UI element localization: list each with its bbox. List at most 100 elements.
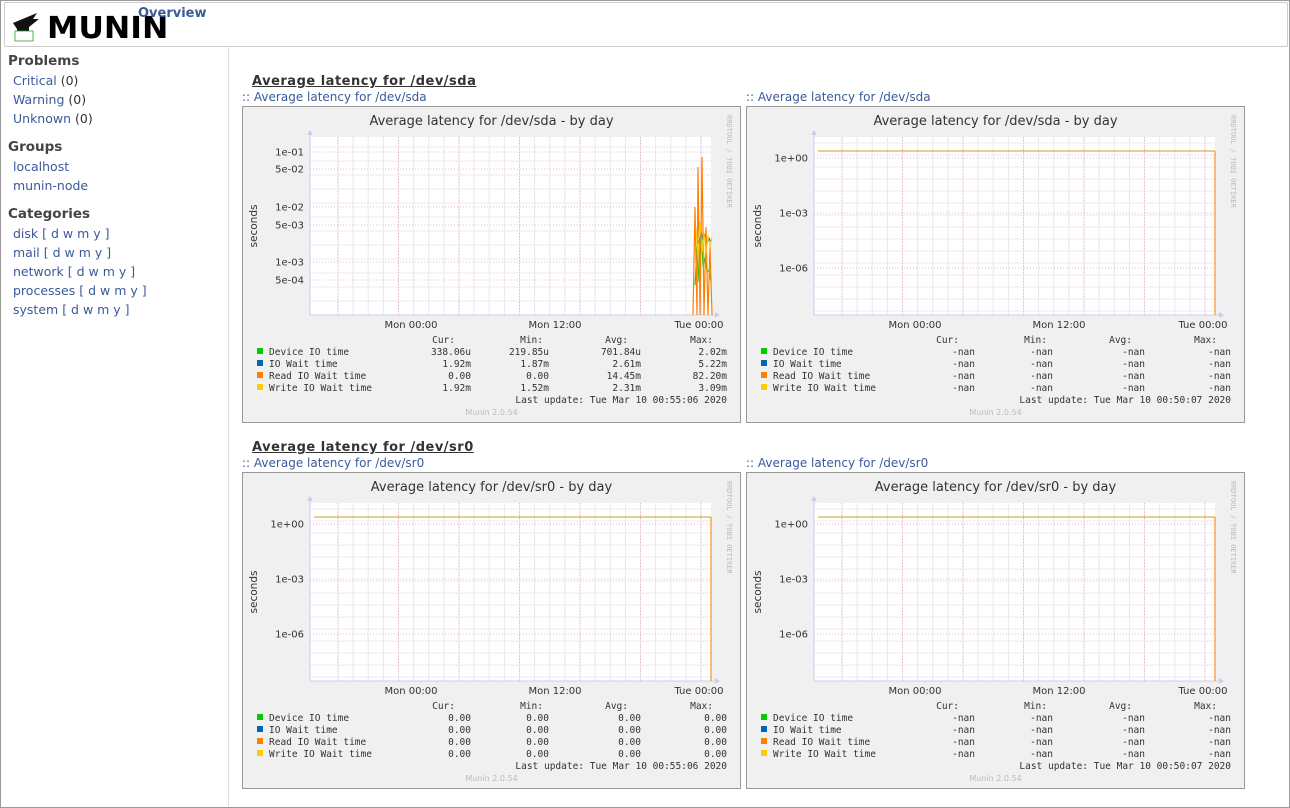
y-tick-label: 1e-02 xyxy=(275,203,304,214)
section-title-sda[interactable]: Average latency for /dev/sda xyxy=(252,74,477,89)
sidebar-item-localhost[interactable]: localhost xyxy=(13,159,70,174)
latency-graph[interactable]: Average latency for /dev/sda - by day 1e-… xyxy=(242,106,741,423)
category-periods[interactable]: [ d w m y ] xyxy=(42,226,110,241)
category-label[interactable]: system xyxy=(13,302,59,317)
category-periods[interactable]: [ d w m y ] xyxy=(43,245,112,260)
link-text[interactable]: Average latency for /dev/sda xyxy=(757,90,931,104)
legend-series-name: Read IO Wait time xyxy=(269,737,367,748)
plot-area xyxy=(310,137,711,315)
category-periods[interactable]: [ d w m y ] xyxy=(62,302,130,317)
section-title-sr0[interactable]: Average latency for /dev/sr0 xyxy=(252,440,474,455)
sidebar-item-network[interactable]: network [ d w m y ] xyxy=(13,264,135,279)
legend-value-cur: 0.00 xyxy=(448,725,471,736)
x-tick-label: Mon 00:00 xyxy=(888,686,941,697)
graph-canvas: Average latency for /dev/sda - by day 1e+… xyxy=(752,114,1237,417)
unknown-count: (0) xyxy=(75,111,93,126)
sidebar-item-warning[interactable]: Warning (0) xyxy=(13,92,86,107)
y-tick-label: 1e-01 xyxy=(275,148,304,159)
category-periods[interactable]: [ d w m y ] xyxy=(79,283,147,298)
category-periods[interactable]: [ d w m y ] xyxy=(67,264,136,279)
raven-icon xyxy=(13,13,39,42)
legend-value-max: 0.00 xyxy=(704,737,727,748)
link-text[interactable]: Average latency for /dev/sr0 xyxy=(757,456,929,470)
legend-value-cur: 0.00 xyxy=(448,713,471,724)
y-tick-label: 5e-04 xyxy=(275,276,304,287)
link-text[interactable]: Average latency for /dev/sda xyxy=(253,90,427,104)
legend-value-avg: -nan xyxy=(1122,725,1145,736)
x-tick-label: Mon 00:00 xyxy=(384,320,437,331)
category-label[interactable]: disk xyxy=(13,226,39,241)
legend-value-min: -nan xyxy=(1030,713,1053,724)
graph-canvas: Average latency for /dev/sr0 - by day 1e+… xyxy=(752,480,1237,783)
legend-swatch xyxy=(257,726,263,732)
legend-value-max: -nan xyxy=(1208,737,1231,748)
y-axis-arrow xyxy=(811,496,817,501)
categories-heading: Categories xyxy=(8,206,91,222)
legend-value-avg: -nan xyxy=(1122,383,1145,394)
legend-value-avg: 2.31m xyxy=(612,383,641,394)
legend-series-name: IO Wait time xyxy=(773,359,842,370)
legend-value-cur: -nan xyxy=(952,359,975,370)
sidebar-item-processes[interactable]: processes [ d w m y ] xyxy=(13,283,147,298)
graph-link[interactable]: :: Average latency for /dev/sr0 xyxy=(746,456,928,470)
graph-link[interactable]: :: Average latency for /dev/sda xyxy=(242,90,427,104)
category-label[interactable]: processes xyxy=(13,283,76,298)
legend-value-max: 82.20m xyxy=(693,371,728,382)
legend-series-name: Device IO time xyxy=(773,713,853,724)
category-label[interactable]: network xyxy=(13,264,64,279)
legend-value-avg: 701.84u xyxy=(601,347,641,358)
sidebar-item-mail[interactable]: mail [ d w m y ] xyxy=(13,245,111,260)
legend-value-cur: 0.00 xyxy=(448,371,471,382)
rrdtool-credit: RRDTOOL / TOBI OETIKER xyxy=(1229,115,1237,209)
legend-value-max: -nan xyxy=(1208,725,1231,736)
last-update: Last update: Tue Mar 10 00:55:06 2020 xyxy=(515,761,727,772)
x-tick-label: Mon 12:00 xyxy=(528,320,581,331)
y-tick-label: 1e-03 xyxy=(275,258,304,269)
legend-value-avg: 14.45m xyxy=(607,371,642,382)
critical-label: Critical xyxy=(13,73,57,88)
legend-swatch xyxy=(761,384,767,390)
plot-area xyxy=(814,137,1215,315)
legend-series-name: Read IO Wait time xyxy=(773,371,871,382)
y-tick-label: 1e-03 xyxy=(779,209,808,220)
legend-swatch xyxy=(257,372,263,378)
rrdtool-credit: RRDTOOL / TOBI OETIKER xyxy=(725,115,733,209)
legend-series-name: Write IO Wait time xyxy=(269,383,372,394)
latency-graph[interactable]: Average latency for /dev/sr0 - by day 1e+… xyxy=(242,472,741,789)
sidebar-item-unknown[interactable]: Unknown (0) xyxy=(13,111,93,126)
y-tick-label: 1e-03 xyxy=(779,575,808,586)
munin-logo[interactable]: MUNIN xyxy=(11,9,168,46)
category-label[interactable]: mail xyxy=(13,245,40,260)
last-update: Last update: Tue Mar 10 00:55:06 2020 xyxy=(515,395,727,406)
x-axis-arrow xyxy=(715,312,720,318)
legend-swatch xyxy=(257,750,263,756)
latency-graph[interactable]: Average latency for /dev/sda - by day 1e+… xyxy=(746,106,1245,423)
legend-value-avg: 0.00 xyxy=(618,713,641,724)
breadcrumb-overview[interactable]: Overview xyxy=(138,6,207,21)
last-update: Last update: Tue Mar 10 00:50:07 2020 xyxy=(1019,395,1231,406)
legend-value-cur: -nan xyxy=(952,383,975,394)
legend-value-cur: 338.06u xyxy=(431,347,471,358)
graph-link[interactable]: :: Average latency for /dev/sr0 xyxy=(242,456,424,470)
y-tick-label: 1e+00 xyxy=(774,520,808,531)
sidebar-item-munin-node[interactable]: munin-node xyxy=(13,178,89,193)
latency-graph[interactable]: Average latency for /dev/sr0 - by day 1e+… xyxy=(746,472,1245,789)
legend-swatch xyxy=(761,726,767,732)
sidebar-item-critical[interactable]: Critical (0) xyxy=(13,73,78,88)
legend-swatch xyxy=(761,348,767,354)
problems-heading: Problems xyxy=(8,53,80,69)
graph-link[interactable]: :: Average latency for /dev/sda xyxy=(746,90,931,104)
rrdtool-credit: RRDTOOL / TOBI OETIKER xyxy=(1229,481,1237,575)
sidebar: Problems Critical (0) Warning (0) Unknow… xyxy=(0,46,229,806)
sidebar-item-disk[interactable]: disk [ d w m y ] xyxy=(13,226,110,241)
link-text[interactable]: Average latency for /dev/sr0 xyxy=(253,456,425,470)
legend-value-max: 0.00 xyxy=(704,725,727,736)
y-tick-label: 1e-03 xyxy=(275,575,304,586)
legend-value-min: 0.00 xyxy=(526,737,549,748)
sidebar-item-system[interactable]: system [ d w m y ] xyxy=(13,302,130,317)
legend-value-avg: -nan xyxy=(1122,347,1145,358)
plot-area xyxy=(814,503,1215,681)
legend-value-max: 2.02m xyxy=(698,347,727,358)
legend-header: Min: xyxy=(520,335,543,346)
x-tick-label: Tue 00:00 xyxy=(1177,320,1227,331)
